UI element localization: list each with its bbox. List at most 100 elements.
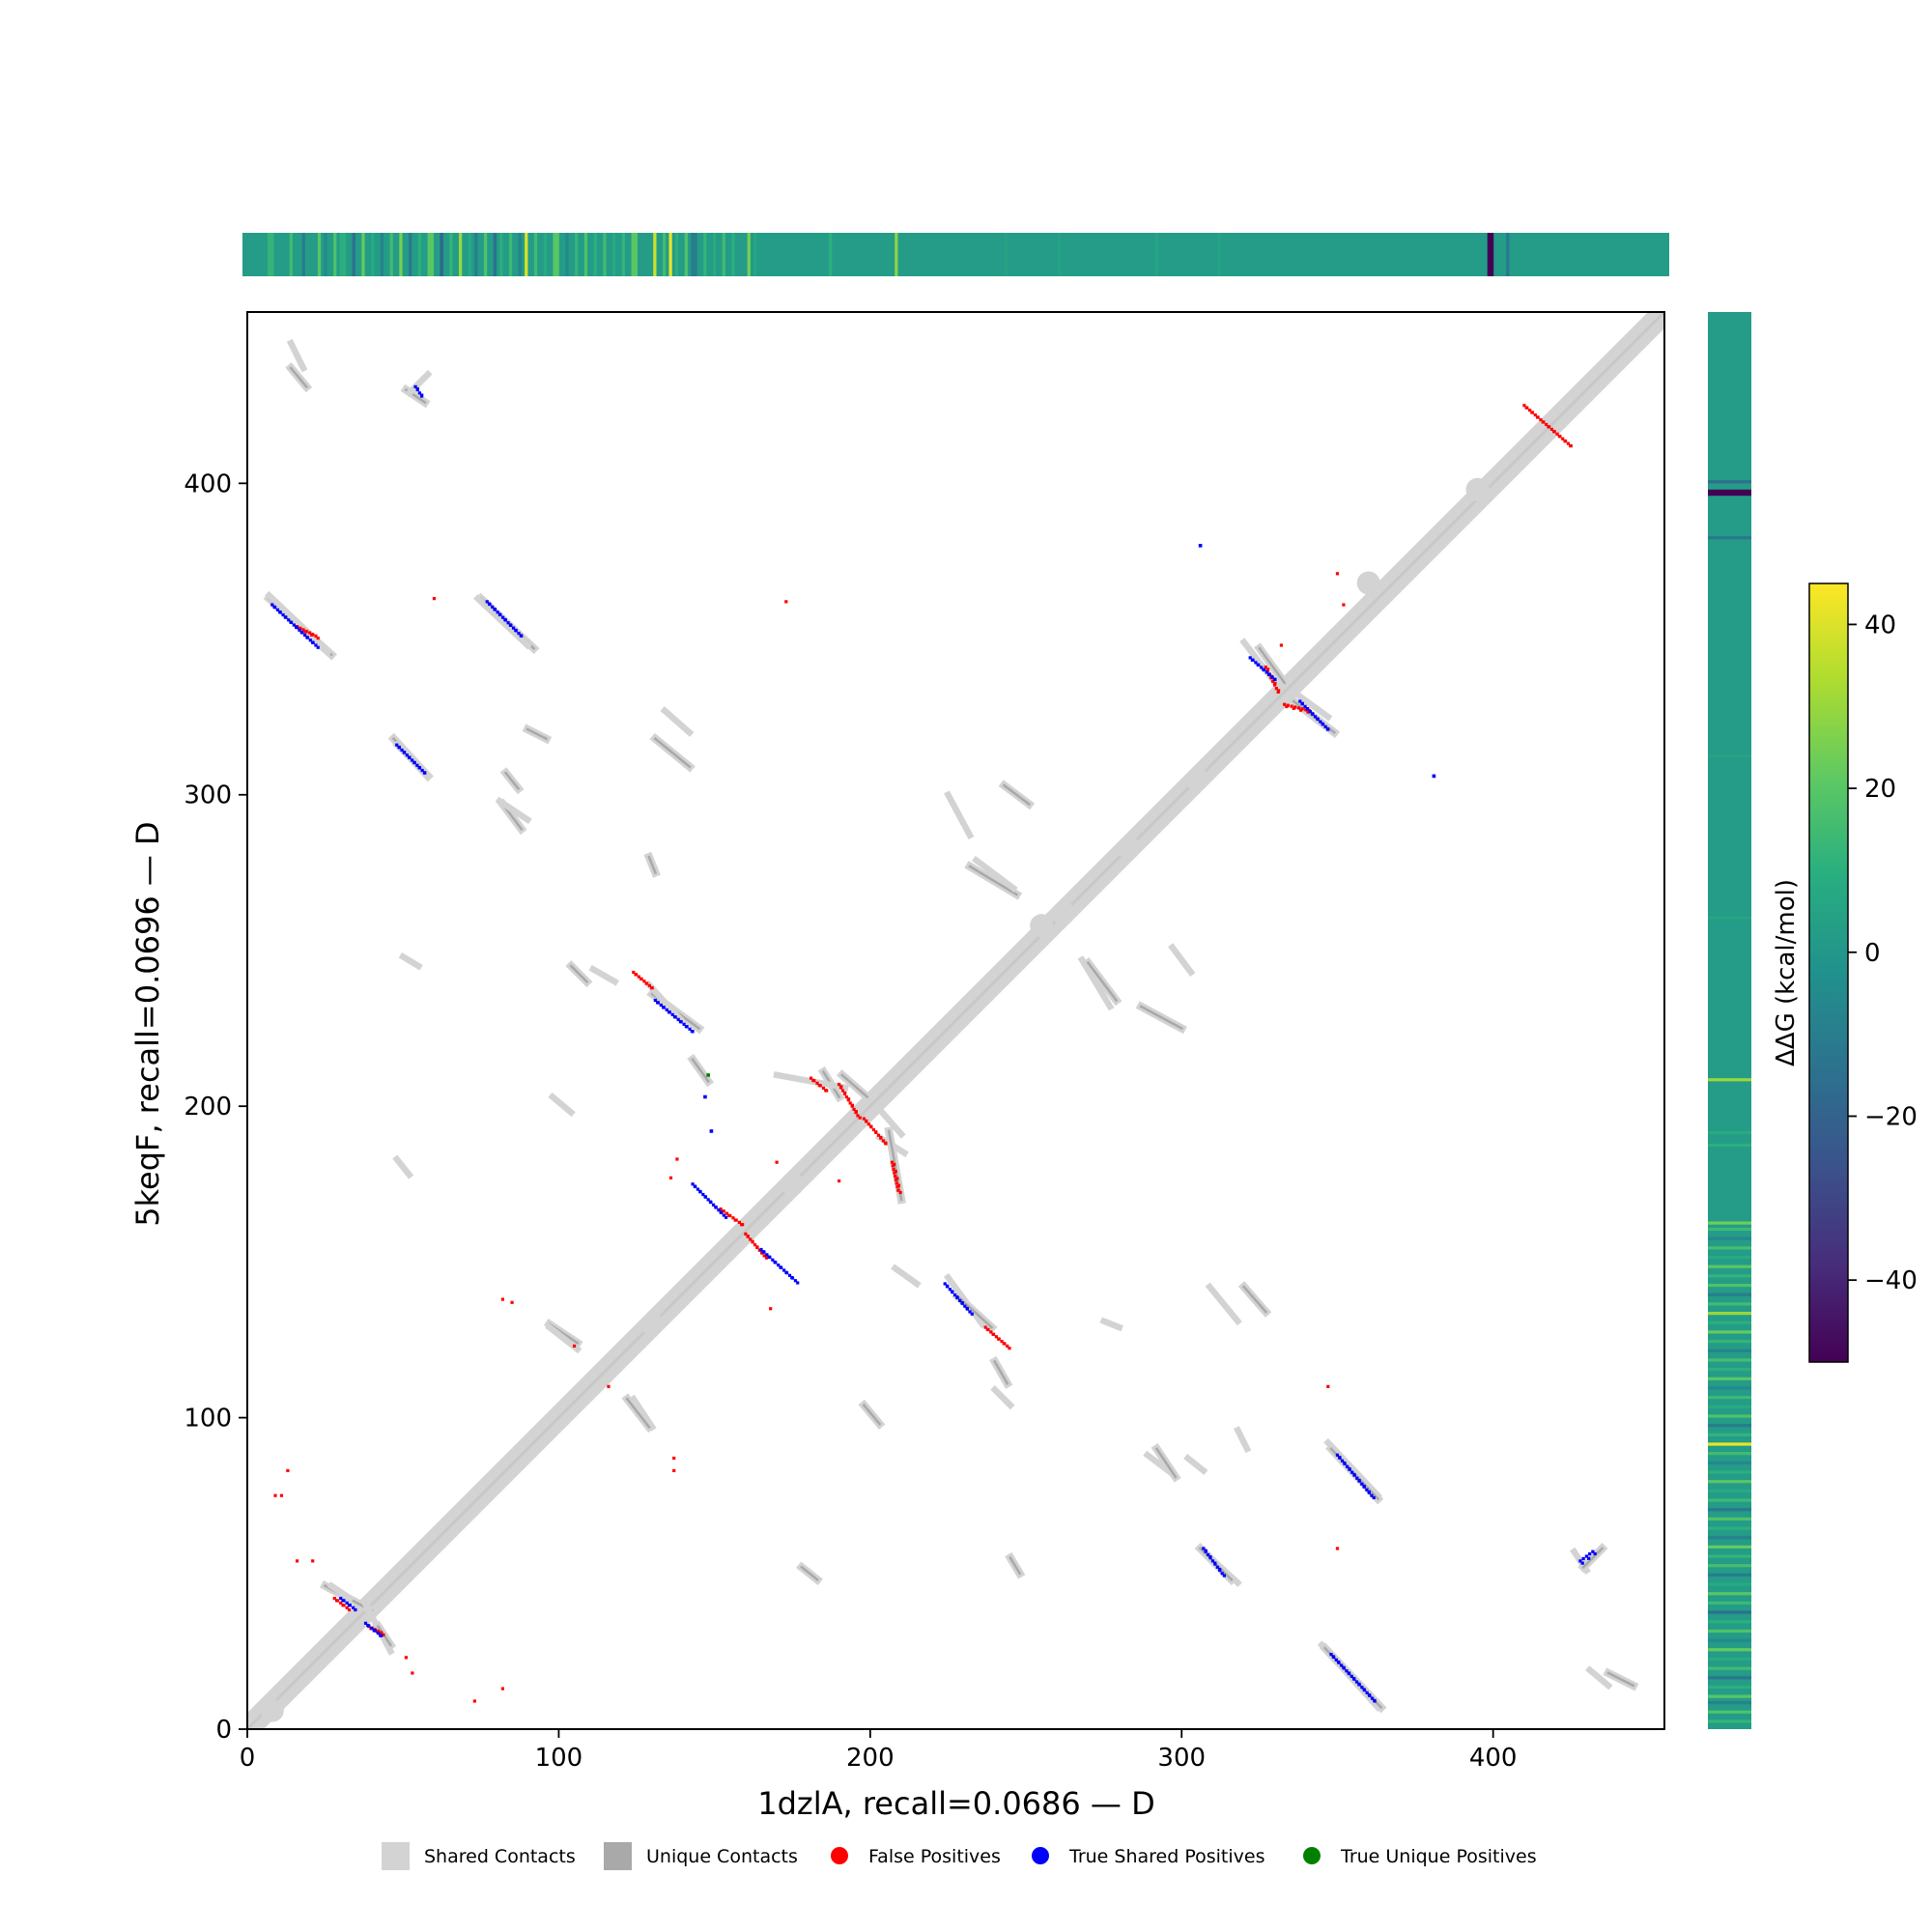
- false-positive-mark: [838, 1086, 843, 1090]
- true-shared-positive-mark: [662, 1006, 666, 1009]
- diagonal-patch: [1117, 836, 1141, 860]
- true-shared-positive-mark: [420, 768, 424, 773]
- right-strip-band: [1708, 1367, 1751, 1372]
- unique-contact-segment: [653, 736, 692, 769]
- true-shared-positive-mark: [314, 643, 318, 647]
- false-positive-mark: [1296, 706, 1300, 710]
- legend-marker: [831, 1847, 848, 1864]
- right-strip-band: [1708, 1452, 1751, 1456]
- right-strip-band: [1708, 1489, 1751, 1492]
- false-positive-mark: [764, 1256, 769, 1260]
- right-strip-band: [1708, 1564, 1751, 1568]
- false-positive-mark: [871, 1127, 876, 1132]
- top-strip-band: [468, 233, 471, 276]
- false-positive-mark: [1265, 668, 1269, 672]
- true-shared-positive-mark: [287, 618, 291, 622]
- true-shared-positive-mark: [1587, 1556, 1591, 1560]
- top-strip-band: [1217, 233, 1221, 276]
- true-shared-positive-mark: [506, 621, 510, 625]
- true-shared-positive-mark: [659, 1003, 663, 1008]
- false-positive-mark: [737, 1220, 742, 1224]
- shared-contact-segment-mirror: [891, 1264, 922, 1289]
- false-positive-mark: [311, 1559, 315, 1563]
- true-shared-positive-mark: [503, 618, 507, 622]
- false-positive-mark: [837, 1179, 841, 1183]
- true-shared-positive-mark: [415, 763, 419, 767]
- true-shared-positive-mark: [1262, 668, 1266, 672]
- top-strip-band: [324, 233, 327, 276]
- right-strip-band: [1708, 1311, 1751, 1316]
- false-positive-mark: [1545, 422, 1548, 427]
- right-strip-band: [1708, 1274, 1751, 1278]
- right-strip-band: [1708, 1386, 1751, 1390]
- false-positive-mark: [896, 1188, 900, 1192]
- top-strip-band: [440, 233, 443, 276]
- true-shared-positive-mark: [668, 1010, 671, 1014]
- true-shared-positive-mark: [1372, 1495, 1376, 1500]
- top-strip-band: [380, 233, 384, 276]
- false-positive-mark: [753, 1243, 757, 1247]
- true-shared-positive-mark: [311, 640, 315, 644]
- true-shared-positive-mark: [780, 1265, 783, 1269]
- false-positive-mark: [858, 1116, 862, 1120]
- top-strip-band: [668, 233, 672, 276]
- false-positive-mark: [1533, 412, 1537, 417]
- right-strip-band: [1708, 1283, 1751, 1288]
- shared-contact-segment-mirror: [773, 1071, 849, 1092]
- shared-contact-segment-mirror: [1168, 943, 1196, 978]
- top-strip-band: [361, 233, 365, 276]
- unique-contact-segment: [1581, 1547, 1605, 1570]
- colorbar-frame: [1808, 582, 1849, 1363]
- true-shared-positive-mark: [676, 1017, 680, 1021]
- false-positive-mark: [1555, 432, 1559, 436]
- true-shared-positive-mark: [273, 606, 277, 610]
- false-positive-mark: [1542, 420, 1546, 424]
- false-positive-mark: [891, 1164, 895, 1168]
- true-shared-positive-mark: [1303, 704, 1307, 708]
- true-shared-positive-mark: [488, 602, 492, 607]
- false-positive-mark: [775, 1160, 779, 1164]
- false-positive-mark: [295, 1559, 299, 1563]
- top-strip-band: [458, 233, 463, 276]
- false-positive-mark: [852, 1107, 856, 1111]
- false-positive-mark: [339, 1601, 343, 1605]
- false-positive-mark: [1552, 430, 1556, 434]
- true-shared-positive-mark: [762, 1250, 766, 1254]
- true-shared-positive-mark: [517, 631, 521, 636]
- false-positive-mark: [637, 975, 640, 979]
- true-shared-positive-mark: [701, 1192, 705, 1197]
- true-shared-positive-mark: [1360, 1482, 1364, 1486]
- right-strip-band: [1708, 536, 1751, 540]
- top-strip-band: [508, 233, 513, 276]
- right-strip-band: [1708, 1227, 1751, 1232]
- right-strip-band: [1708, 1592, 1751, 1596]
- diagonal-patch: [1356, 571, 1380, 595]
- true-shared-positive-mark: [1251, 658, 1255, 662]
- true-shared-positive-mark: [308, 639, 312, 642]
- false-positive-mark: [818, 1084, 822, 1088]
- unique-contact-segment: [1086, 961, 1119, 1003]
- true-shared-positive-mark: [722, 1213, 725, 1217]
- top-strip-base: [242, 233, 1669, 276]
- false-positive-mark: [1272, 683, 1277, 687]
- true-shared-positive-mark: [1335, 1453, 1340, 1457]
- true-shared-positive-mark: [724, 1215, 728, 1219]
- top-strip-band: [674, 233, 679, 276]
- right-strip-band: [1708, 1442, 1751, 1446]
- true-shared-positive-mark: [955, 1295, 959, 1300]
- right-strip-band: [1708, 1377, 1751, 1380]
- false-positive-mark: [1008, 1347, 1011, 1350]
- true-shared-positive-mark: [405, 753, 409, 757]
- y-tick-label: 200: [184, 1093, 232, 1122]
- false-positive-mark: [1271, 679, 1275, 683]
- true-shared-positive-mark: [278, 611, 282, 614]
- top-strip-band: [1004, 233, 1009, 276]
- true-shared-positive-mark: [395, 743, 399, 747]
- right-strip-band: [1708, 1719, 1751, 1723]
- true-shared-positive-mark: [774, 1261, 778, 1264]
- true-shared-positive-mark: [363, 1621, 368, 1625]
- true-shared-positive-mark: [1345, 1669, 1349, 1673]
- true-shared-positive-mark: [706, 1198, 710, 1202]
- false-positive-mark: [755, 1245, 759, 1250]
- true-shared-positive-mark: [952, 1293, 957, 1297]
